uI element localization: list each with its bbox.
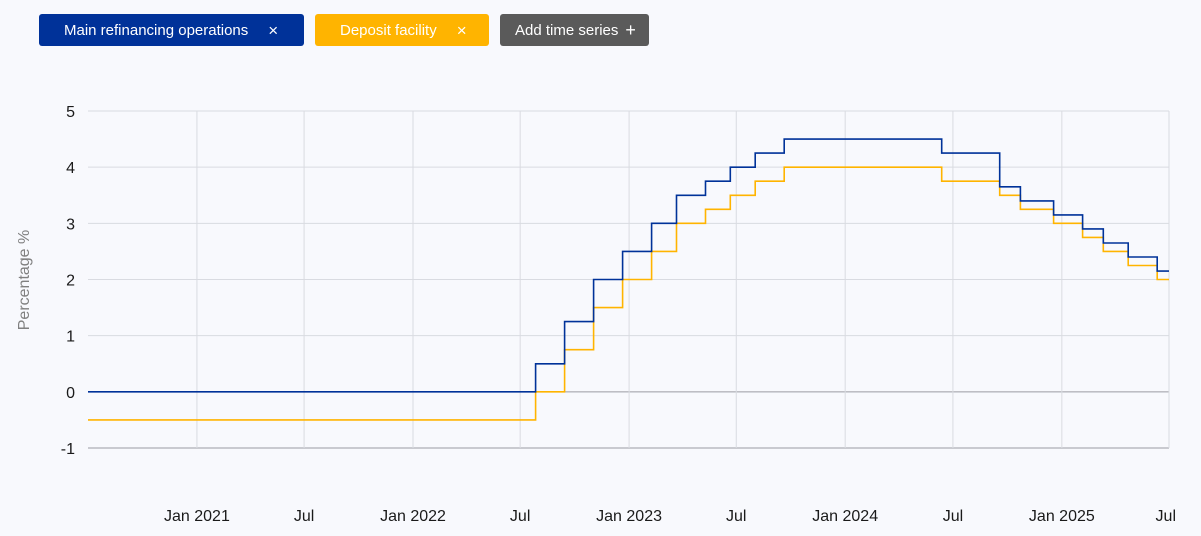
- x-axis-ticks: Jan 2021 Jul Jan 2022 Jul Jan 2023 Jul Jan 202…: [164, 508, 1176, 525]
- series-line-deposit-facility: [88, 166, 1169, 421]
- close-icon[interactable]: ×: [456, 20, 467, 40]
- series-chip-main-refinancing[interactable]: Main refinancing operations ×: [39, 14, 304, 46]
- series-line-main-refinancing-operations: [88, 138, 1169, 393]
- y-axis-ticks: -1 0 1 2 3 4 5: [61, 104, 75, 458]
- y-tick-label: 4: [66, 160, 75, 177]
- add-time-series-button[interactable]: Add time series +: [500, 14, 649, 46]
- y-tick-label: 0: [66, 385, 75, 402]
- y-tick-label: -1: [61, 441, 75, 458]
- x-tick-label: Jan 2021: [164, 508, 230, 525]
- series-lines: [88, 138, 1169, 421]
- grid: [88, 110, 1170, 449]
- close-icon[interactable]: ×: [268, 20, 279, 40]
- x-tick-label: Jan 2022: [380, 508, 446, 525]
- x-tick-label: Jul: [726, 508, 746, 525]
- series-chip-deposit-facility[interactable]: Deposit facility ×: [315, 14, 489, 46]
- x-tick-label: Jan 2024: [812, 508, 878, 525]
- x-tick-label: Jul: [510, 508, 530, 525]
- x-tick-label: Jul: [294, 508, 314, 525]
- x-tick-label: Jul: [943, 508, 963, 525]
- x-tick-label: Jan 2025: [1029, 508, 1095, 525]
- x-tick-label: Jul: [1156, 508, 1176, 525]
- x-tick-label: Jan 2023: [596, 508, 662, 525]
- y-tick-label: 5: [66, 104, 75, 121]
- y-axis-label: Percentage %: [16, 230, 33, 331]
- y-tick-label: 1: [66, 329, 75, 346]
- plus-icon: +: [625, 20, 636, 40]
- series-chip-label: Main refinancing operations: [64, 21, 249, 39]
- y-tick-label: 2: [66, 273, 75, 290]
- series-chip-label: Deposit facility: [340, 21, 437, 39]
- series-chips: Main refinancing operations × Deposit fa…: [39, 14, 649, 46]
- add-time-series-label: Add time series: [515, 21, 619, 39]
- y-tick-label: 3: [66, 216, 75, 233]
